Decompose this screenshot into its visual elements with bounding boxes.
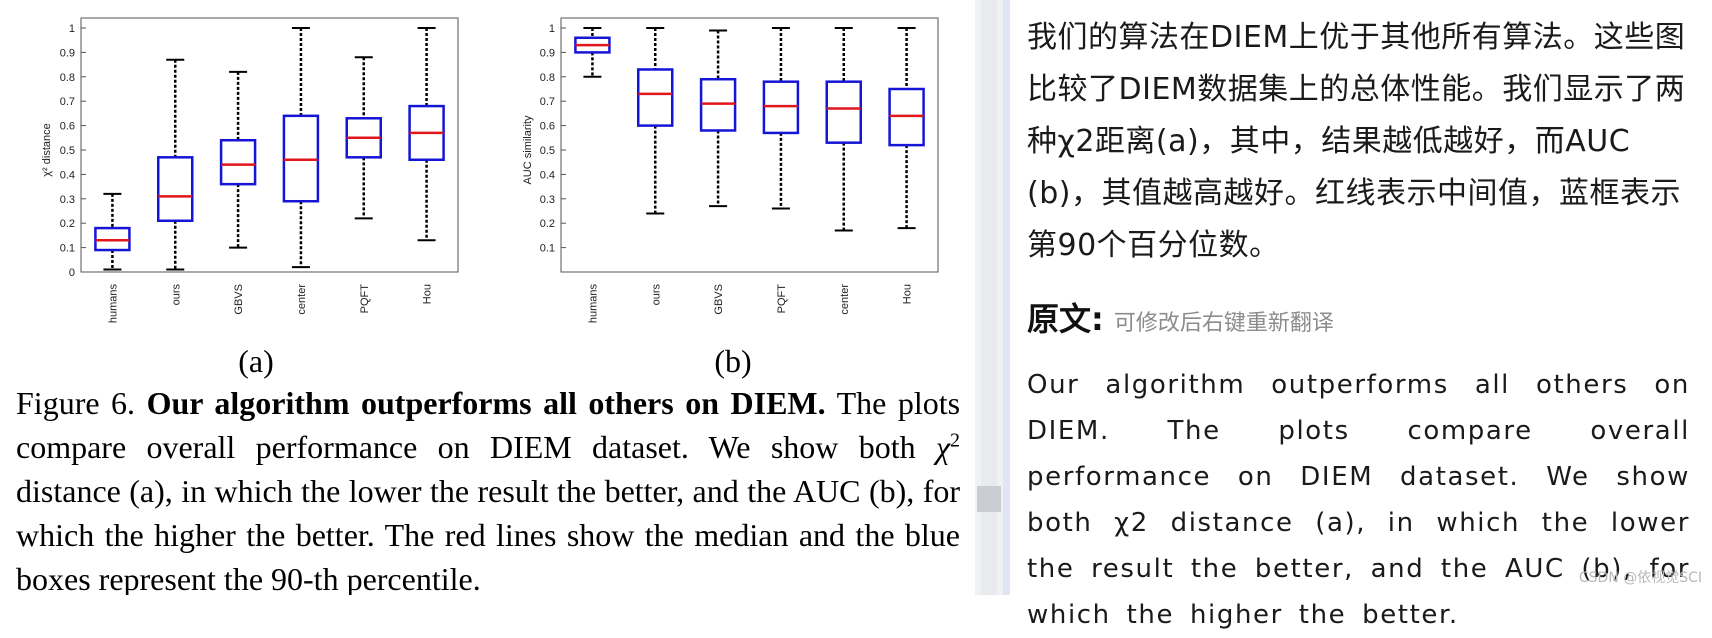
watermark: CSDN @依视觉SCI	[1578, 570, 1702, 586]
caption-part1: The plots compare overall performance on…	[16, 385, 961, 465]
xtick-label-0-2: GBVS	[233, 284, 245, 315]
ytick-label-1-6: 0.7	[540, 96, 555, 108]
ytick-label-1-1: 0.2	[540, 218, 555, 230]
box-0-2	[219, 138, 257, 186]
panel-label-1: (b)	[714, 343, 751, 379]
ytick-label-1-4: 0.5	[540, 145, 555, 157]
ytick-label-1-2: 0.3	[540, 194, 555, 206]
caption-part2: distance (a), in which the lower the res…	[16, 473, 960, 595]
ytick-label-0-8: 0.8	[60, 72, 75, 84]
caption-bold: Our algorithm outperforms all others on …	[146, 385, 826, 421]
translation-pane: 我们的算法在DIEM上优于其他所有算法。这些图比较了DIEM数据集上的总体性能。…	[1027, 12, 1690, 638]
ytick-label-1-3: 0.4	[540, 169, 555, 181]
translated-text: 我们的算法在DIEM上优于其他所有算法。这些图比较了DIEM数据集上的总体性能。…	[1027, 20, 1686, 263]
ytick-label-0-0: 0	[69, 267, 75, 279]
original-text[interactable]: Our algorithm outperforms all others on …	[1027, 370, 1690, 630]
ylabel-0: χ² distance	[41, 123, 53, 176]
plot-frame-1	[560, 17, 939, 273]
xtick-label-1-5: Hou	[902, 284, 914, 304]
ytick-label-1-9: 1	[549, 23, 555, 35]
xtick-label-0-4: PQFT	[359, 284, 371, 314]
ytick-label-0-5: 0.5	[60, 145, 75, 157]
plot-frame-0	[80, 17, 459, 273]
retranslate-hint: 可修改后右键重新翻译	[1113, 311, 1334, 336]
figure-charts: 0 0.1 0.2 0.3 0.4 0.5 0.6 0.7 0.8 0.9 1 χ² distance…	[41, 17, 939, 379]
ytick-label-0-2: 0.2	[60, 218, 75, 230]
xtick-label-0-3: center	[296, 284, 308, 315]
scrollbar-thumb[interactable]	[977, 486, 1001, 512]
ytick-label-0-4: 0.4	[60, 169, 75, 181]
ytick-label-0-3: 0.3	[60, 194, 75, 206]
ytick-label-1-8: 0.9	[540, 47, 555, 59]
box-1-1	[637, 68, 674, 127]
xtick-label-1-3: PQFT	[776, 284, 788, 314]
translation-accent-bar	[1003, 0, 1010, 595]
xtick-label-0-5: Hou	[422, 284, 434, 304]
xtick-label-0-0: humans	[107, 284, 119, 324]
ytick-label-0-7: 0.7	[60, 96, 75, 108]
ytick-label-1-0: 0.1	[540, 243, 555, 255]
original-header: 原文: 可修改后右键重新翻译	[1027, 294, 1690, 344]
box-1-4	[825, 80, 862, 144]
figure-caption: Figure 6. Our algorithm outperforms all …	[16, 381, 960, 595]
ytick-label-0-9: 0.9	[60, 47, 75, 59]
panel-label-0: (a)	[238, 343, 274, 379]
caption-superscript: 2	[950, 429, 961, 452]
caption-label: Figure 6.	[16, 385, 136, 421]
original-title: 原文:	[1027, 300, 1104, 338]
scrollbar-track[interactable]	[981, 0, 997, 595]
xtick-label-1-0: humans	[587, 284, 599, 324]
xtick-label-0-1: ours	[170, 284, 182, 306]
xtick-label-1-1: ours	[650, 284, 662, 306]
box-0-1	[157, 156, 194, 223]
ytick-label-1-7: 0.8	[540, 72, 555, 84]
ytick-label-1-5: 0.6	[540, 121, 555, 133]
paper-figure-pane: 0 0.1 0.2 0.3 0.4 0.5 0.6 0.7 0.8 0.9 1 χ² distance…	[16, 17, 961, 595]
ytick-label-0-1: 0.1	[60, 243, 75, 255]
xtick-label-1-2: GBVS	[713, 284, 725, 315]
ylabel-1: AUC similarity	[522, 115, 534, 185]
xtick-label-1-4: center	[839, 284, 851, 315]
caption-chi-symbol: χ	[935, 429, 951, 465]
ytick-label-0-6: 0.6	[60, 121, 75, 133]
ytick-label-0-10: 1	[69, 23, 75, 35]
